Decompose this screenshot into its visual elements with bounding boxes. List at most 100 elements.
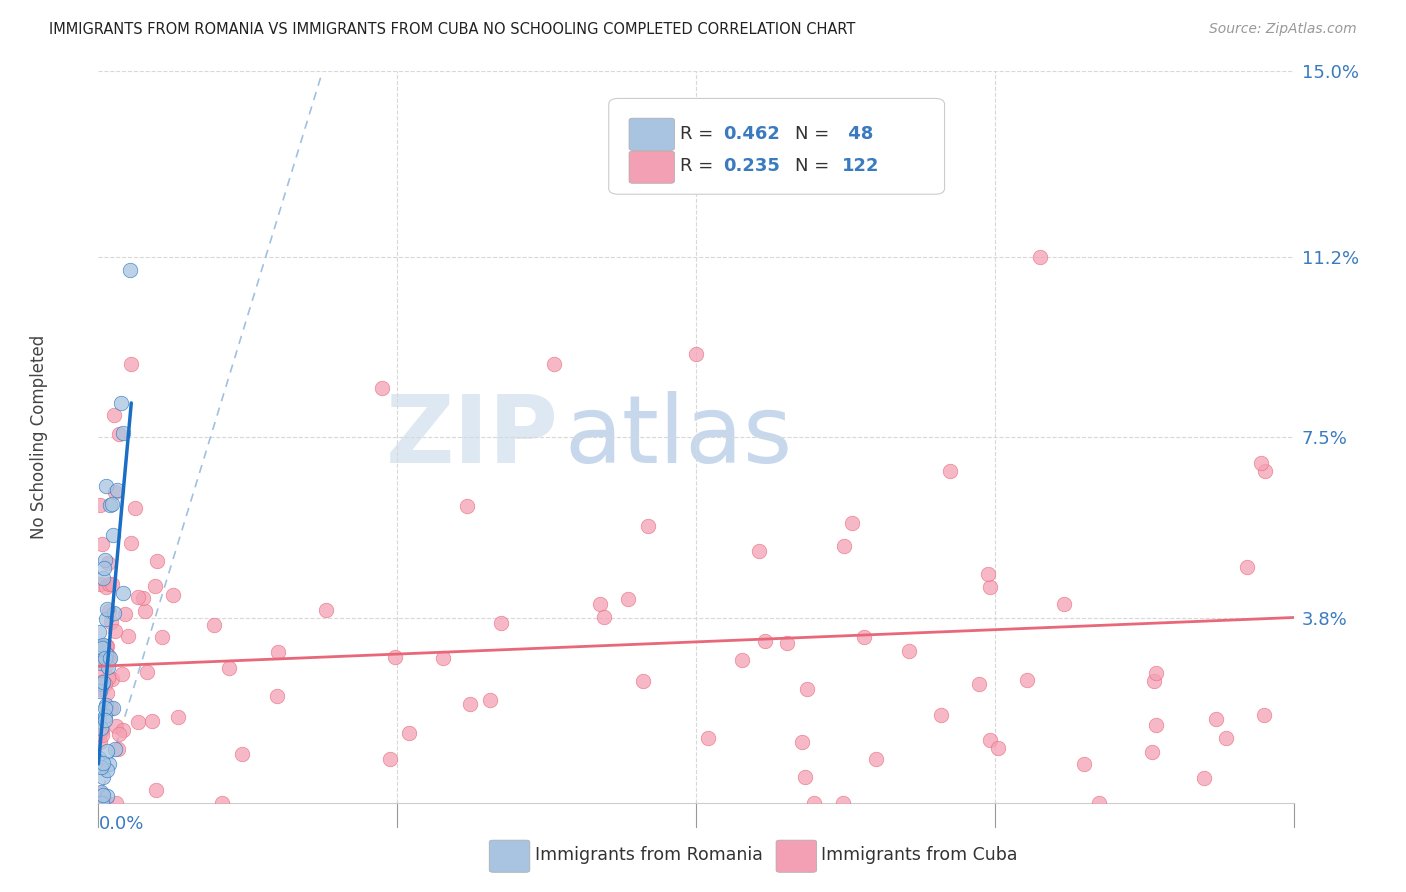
FancyBboxPatch shape [609,98,945,194]
Point [87,751,110,765]
Point [637,518,659,533]
Point [987,740,1010,755]
Point [865,752,887,766]
Point [150,630,173,644]
Point [101,577,124,591]
Point [103,408,125,422]
Point [1028,250,1050,264]
Point [141,714,163,728]
Point [89,683,111,698]
FancyBboxPatch shape [776,840,817,872]
Point [162,589,184,603]
Point [832,796,855,810]
Point [98,604,121,618]
Point [110,396,132,410]
Point [134,604,156,618]
Point [167,710,190,724]
Point [143,579,166,593]
Point [104,624,127,639]
FancyBboxPatch shape [628,151,675,183]
Point [100,615,122,629]
Point [112,425,135,440]
Point [231,747,253,761]
Text: Immigrants from Cuba: Immigrants from Cuba [821,847,1018,864]
Text: 0.462: 0.462 [724,125,780,143]
Point [91,788,114,802]
Point [754,633,776,648]
Point [120,357,142,371]
Point [121,535,143,549]
Point [91,571,114,585]
Point [91,796,114,810]
Point [378,752,401,766]
Point [93,639,115,653]
Point [90,721,112,735]
Point [616,591,638,606]
Point [939,464,962,478]
Text: 48: 48 [842,125,873,143]
Point [97,577,120,591]
Point [132,591,155,605]
Point [145,783,167,797]
Point [696,731,718,745]
Point [93,676,115,690]
Point [371,381,394,395]
Point [89,786,111,800]
Point [91,674,114,689]
Point [146,554,169,568]
Point [89,796,111,810]
Point [91,723,114,737]
Point [90,785,112,799]
Point [748,544,770,558]
Point [979,580,1001,594]
Point [218,661,240,675]
Point [1253,708,1275,723]
Point [266,689,288,703]
Text: 0.0%: 0.0% [98,814,143,832]
Point [91,756,114,770]
Point [100,497,122,511]
Point [124,501,146,516]
Point [458,697,481,711]
Point [114,607,136,621]
Point [96,763,118,777]
Point [592,610,614,624]
Point [589,598,612,612]
Point [976,566,998,581]
Point [127,714,149,729]
Point [127,590,149,604]
Point [94,658,117,673]
Point [91,675,114,690]
Point [1205,712,1227,726]
Point [136,665,159,679]
Point [89,681,111,696]
Point [832,539,855,553]
Point [94,479,117,493]
Point [118,263,141,277]
Point [94,701,117,715]
Point [969,677,991,691]
Point [108,426,131,441]
Point [1215,731,1237,745]
Point [631,674,654,689]
Point [1144,665,1167,680]
Text: R =: R = [681,158,720,176]
Point [103,527,125,541]
Point [89,735,111,749]
Point [489,615,512,630]
Point [1142,745,1164,759]
Point [90,681,112,695]
Point [94,553,117,567]
Point [89,577,111,591]
Point [796,681,818,696]
Point [96,789,118,804]
Point [398,726,420,740]
Text: atlas: atlas [565,391,793,483]
Point [91,638,114,652]
Point [90,677,112,691]
Point [91,537,114,551]
Point [89,726,111,740]
Point [98,757,121,772]
Point [103,606,125,620]
Point [91,770,114,784]
